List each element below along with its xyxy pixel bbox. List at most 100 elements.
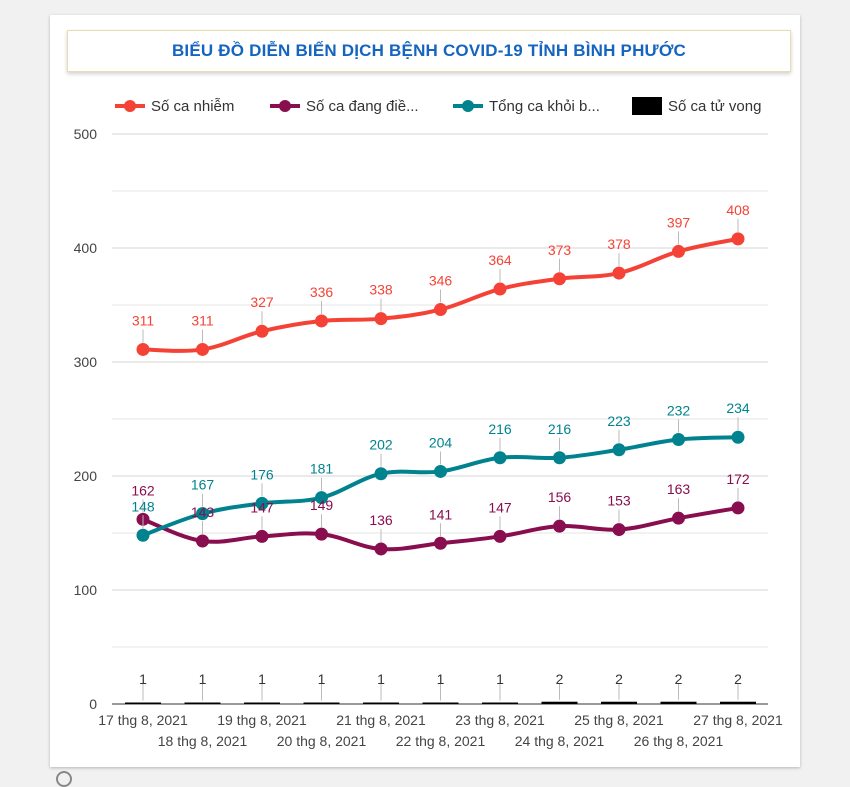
data-point <box>255 529 269 543</box>
data-label: 156 <box>548 489 572 505</box>
data-label: 1 <box>496 671 504 687</box>
data-point <box>196 342 209 356</box>
x-tick-label: 27 thg 8, 2021 <box>693 712 783 728</box>
x-tick-label: 25 thg 8, 2021 <box>574 712 664 728</box>
data-label: 378 <box>607 236 631 252</box>
bar-deaths <box>303 702 340 704</box>
data-point <box>374 312 388 326</box>
data-point <box>434 536 447 550</box>
data-point <box>196 534 209 548</box>
data-point <box>672 433 685 447</box>
y-tick-label: 500 <box>74 126 98 142</box>
x-tick-label: 22 thg 8, 2021 <box>396 733 486 749</box>
bar-deaths <box>660 701 697 704</box>
y-tick-label: 200 <box>74 468 98 484</box>
bar-deaths <box>125 702 161 704</box>
data-point <box>255 496 269 510</box>
data-point <box>136 342 150 356</box>
bar-deaths <box>541 701 578 704</box>
data-label: 216 <box>548 421 572 437</box>
data-label: 163 <box>667 481 691 497</box>
data-label: 204 <box>429 434 453 450</box>
data-label: 162 <box>131 482 155 498</box>
data-point <box>255 324 269 338</box>
chart-title: BIỂU ĐỒ DIỄN BIẾN DỊCH BỆNH COVID-19 TỈN… <box>171 41 687 60</box>
data-label: 232 <box>667 403 691 419</box>
data-label: 397 <box>667 214 691 230</box>
data-point <box>493 529 507 543</box>
bar-deaths <box>363 702 399 704</box>
data-label: 338 <box>369 282 393 298</box>
data-point <box>493 282 507 296</box>
data-point <box>434 303 447 317</box>
data-label: 147 <box>488 499 512 515</box>
data-label: 143 <box>191 504 215 520</box>
data-point <box>374 467 388 481</box>
data-label: 202 <box>369 437 393 453</box>
data-label: 311 <box>132 312 155 328</box>
chart-title-box: BIỂU ĐỒ DIỄN BIẾN DỊCH BỆNH COVID-19 TỈN… <box>67 30 791 72</box>
data-label: 216 <box>488 421 512 437</box>
data-point <box>315 491 328 505</box>
y-tick-label: 300 <box>74 354 98 370</box>
data-label: 346 <box>429 273 453 289</box>
data-label: 1 <box>139 671 147 687</box>
x-tick-label: 23 thg 8, 2021 <box>455 712 545 728</box>
x-tick-label: 19 thg 8, 2021 <box>217 712 307 728</box>
x-tick-label: 24 thg 8, 2021 <box>515 733 605 749</box>
data-label: 408 <box>726 202 750 218</box>
data-point <box>136 528 150 542</box>
y-tick-label: 100 <box>74 582 98 598</box>
data-point <box>493 451 507 465</box>
bar-deaths <box>184 702 221 704</box>
bar-deaths <box>720 701 756 704</box>
data-label: 148 <box>131 498 155 514</box>
data-label: 327 <box>250 294 274 310</box>
data-label: 311 <box>191 312 214 328</box>
data-point <box>731 430 745 444</box>
data-point <box>672 511 685 525</box>
data-label: 149 <box>310 497 334 513</box>
data-point <box>553 272 566 286</box>
data-point <box>731 232 745 246</box>
data-label: 1 <box>377 671 385 687</box>
data-label: 153 <box>607 493 631 509</box>
y-tick-label: 400 <box>74 240 98 256</box>
data-label: 136 <box>369 512 393 528</box>
data-label: 234 <box>726 400 750 416</box>
data-point <box>731 501 745 515</box>
legend-label: Số ca tử vong <box>668 98 761 115</box>
data-point <box>553 519 566 533</box>
data-label: 223 <box>607 413 631 429</box>
x-tick-label: 26 thg 8, 2021 <box>634 733 724 749</box>
bar-deaths <box>482 702 518 704</box>
data-point <box>315 527 328 541</box>
data-point <box>434 464 447 478</box>
data-label: 172 <box>726 471 750 487</box>
data-label: 147 <box>250 499 274 515</box>
legend-label: Số ca đang điề... <box>306 98 419 115</box>
data-label: 364 <box>488 252 512 268</box>
bar-deaths <box>601 701 637 704</box>
data-label: 1 <box>199 671 207 687</box>
x-tick-label: 20 thg 8, 2021 <box>277 733 367 749</box>
data-label: 2 <box>734 671 742 687</box>
data-label: 1 <box>258 671 266 687</box>
data-label: 176 <box>250 466 274 482</box>
data-label: 1 <box>437 671 445 687</box>
legend-marker <box>279 100 291 112</box>
data-point <box>553 451 566 465</box>
data-point <box>196 507 209 521</box>
bar-deaths <box>422 702 459 704</box>
data-label: 373 <box>548 242 572 258</box>
data-label: 336 <box>310 284 334 300</box>
chart-card: BIỂU ĐỒ DIỄN BIẾN DỊCH BỆNH COVID-19 TỈN… <box>50 15 800 767</box>
legend-label: Tổng ca khỏi b... <box>489 98 600 115</box>
legend-label: Số ca nhiễm <box>151 98 234 115</box>
x-tick-label: 17 thg 8, 2021 <box>98 712 188 728</box>
legend-marker <box>124 100 136 112</box>
data-point <box>672 244 685 258</box>
data-point <box>612 523 626 537</box>
partial-circle-icon <box>56 771 72 787</box>
